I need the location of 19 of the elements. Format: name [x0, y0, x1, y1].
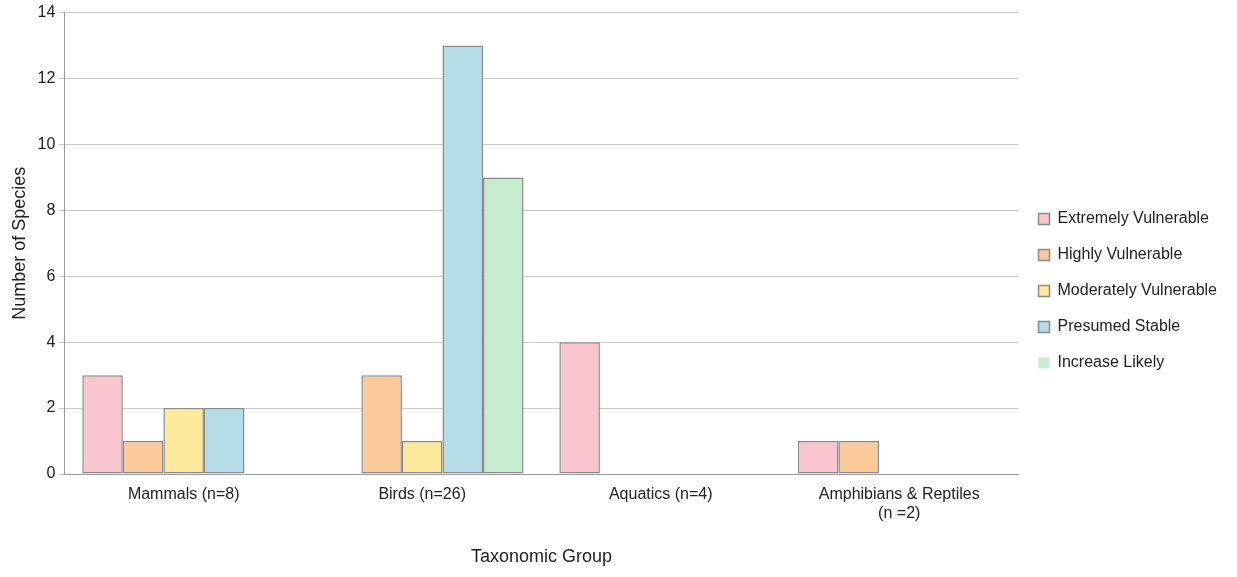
y-tick-label: 10 [37, 134, 56, 152]
x-axis-title: Taxonomic Group [470, 546, 612, 567]
y-axis-title: Number of Species [8, 166, 29, 320]
legend-label: Extremely Vulnerable [1057, 209, 1210, 227]
legend-label: Highly Vulnerable [1057, 245, 1183, 263]
y-tick-label: 2 [46, 398, 56, 416]
y-tick-label: 12 [37, 68, 56, 86]
y-tick-label: 14 [37, 3, 56, 21]
x-tick-label: Mammals (n=8) [127, 485, 240, 503]
y-tick-label: 6 [46, 266, 56, 284]
x-tick-label: Birds (n=26) [378, 485, 466, 503]
y-tick-label: 4 [46, 332, 56, 350]
legend-label: Increase Likely [1057, 353, 1165, 371]
y-tick-label: 0 [46, 464, 56, 482]
y-tick-label: 8 [46, 200, 56, 218]
legend-label: Presumed Stable [1057, 317, 1181, 335]
x-tick-label: Aquatics (n=4) [608, 485, 713, 503]
x-tick-label: Amphibians & Reptiles (n =2) [818, 485, 980, 522]
legend-label: Moderately Vulnerable [1057, 281, 1218, 299]
